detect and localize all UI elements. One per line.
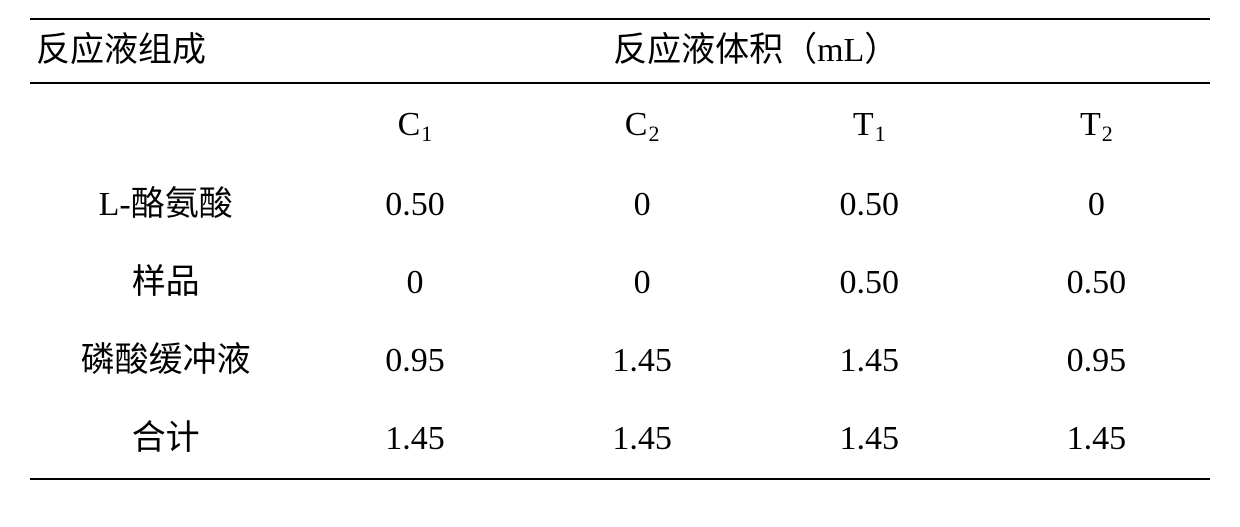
row-label-sample: 样品 — [30, 244, 301, 322]
cell-tyrosine-t1: 0.50 — [756, 166, 983, 244]
cell-total-t1: 1.45 — [756, 400, 983, 479]
subheader-empty — [30, 83, 301, 166]
cell-sample-c2: 0 — [529, 244, 756, 322]
header-composition: 反应液组成 — [30, 19, 301, 83]
cell-tyrosine-c2: 0 — [529, 166, 756, 244]
cell-sample-t2: 0.50 — [983, 244, 1210, 322]
cell-buffer-c1: 0.95 — [301, 322, 528, 400]
cell-sample-t1: 0.50 — [756, 244, 983, 322]
subheader-t2: T2 — [983, 83, 1210, 166]
reaction-volume-table: 反应液组成 反应液体积（mL） C1 C2 T1 T2 L-酪氨酸 0.50 0… — [30, 18, 1210, 480]
cell-tyrosine-c1: 0.50 — [301, 166, 528, 244]
row-label-total: 合计 — [30, 400, 301, 479]
cell-total-t2: 1.45 — [983, 400, 1210, 479]
subheader-c1: C1 — [301, 83, 528, 166]
row-label-tyrosine: L-酪氨酸 — [30, 166, 301, 244]
cell-sample-c1: 0 — [301, 244, 528, 322]
subheader-t1: T1 — [756, 83, 983, 166]
cell-total-c1: 1.45 — [301, 400, 528, 479]
cell-buffer-t1: 1.45 — [756, 322, 983, 400]
cell-buffer-t2: 0.95 — [983, 322, 1210, 400]
cell-total-c2: 1.45 — [529, 400, 756, 479]
header-volume: 反应液体积（mL） — [301, 19, 1210, 83]
subheader-c2: C2 — [529, 83, 756, 166]
row-label-buffer: 磷酸缓冲液 — [30, 322, 301, 400]
cell-buffer-c2: 1.45 — [529, 322, 756, 400]
cell-tyrosine-t2: 0 — [983, 166, 1210, 244]
